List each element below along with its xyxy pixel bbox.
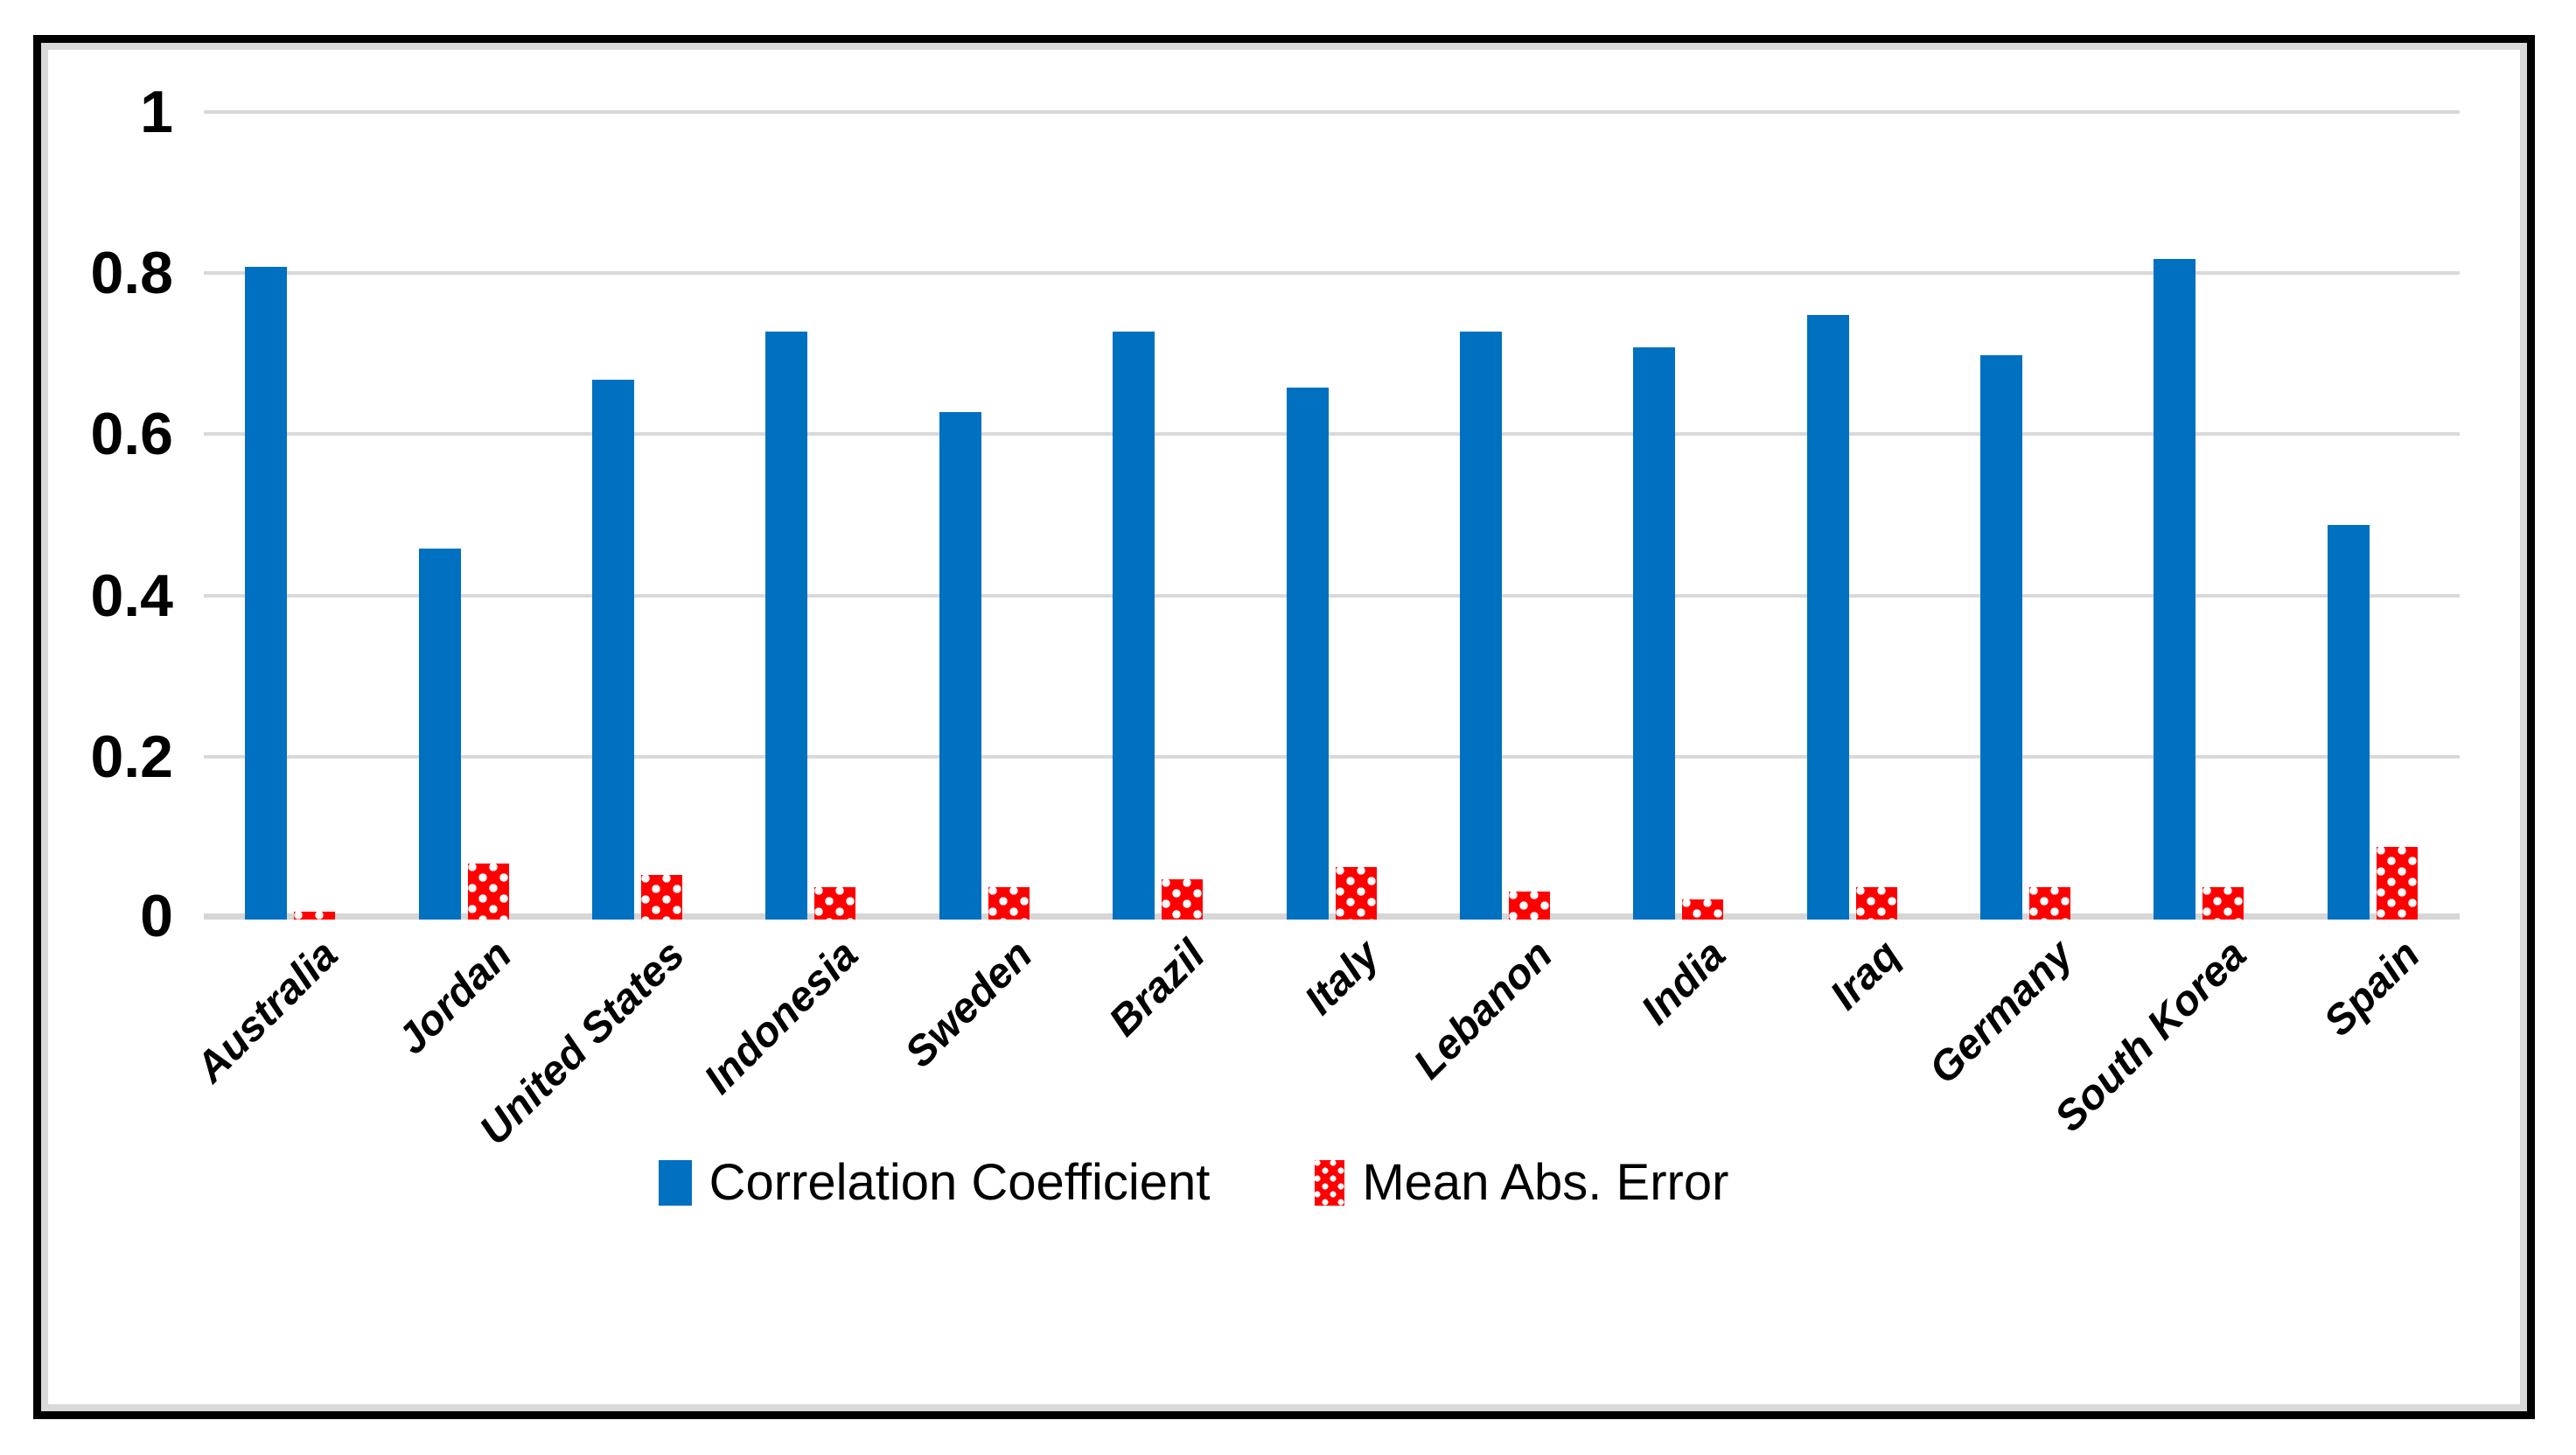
bar-correlation-coefficient-germany: [1980, 355, 2022, 920]
bar-correlation-coefficient-italy: [1287, 388, 1329, 920]
bar-correlation-coefficient-australia: [245, 267, 287, 920]
bar-mean-abs-error-india: [1682, 899, 1723, 920]
gridline-y-0.8: [204, 271, 2460, 276]
legend-label-correlation-coefficient: Correlation Coefficient: [709, 1154, 1211, 1211]
bar-mean-abs-error-indonesia: [814, 887, 855, 920]
y-tick-label-0.4: 0.4: [90, 562, 173, 629]
bar-mean-abs-error-brazil: [1162, 879, 1203, 920]
bar-mean-abs-error-lebanon: [1509, 892, 1550, 920]
y-tick-label-0.2: 0.2: [90, 723, 173, 790]
bar-correlation-coefficient-south-korea: [2154, 259, 2196, 920]
bar-correlation-coefficient-brazil: [1113, 332, 1155, 920]
bar-correlation-coefficient-indonesia: [765, 332, 807, 920]
y-tick-label-0.8: 0.8: [90, 240, 173, 307]
gridline-y-0.4: [204, 593, 2460, 598]
baseline: [204, 913, 2460, 920]
bar-correlation-coefficient-jordan: [419, 549, 461, 920]
bar-mean-abs-error-united-states: [641, 875, 682, 920]
legend-item-mean-abs-error: Mean Abs. Error: [1315, 1157, 1728, 1209]
bar-mean-abs-error-australia: [294, 912, 335, 920]
legend-label-mean-abs-error: Mean Abs. Error: [1362, 1154, 1729, 1211]
bar-mean-abs-error-south-korea: [2203, 887, 2244, 920]
bar-mean-abs-error-spain: [2377, 847, 2418, 920]
bar-mean-abs-error-germany: [2029, 887, 2070, 920]
y-tick-label-0.6: 0.6: [90, 401, 173, 468]
bar-mean-abs-error-italy: [1336, 867, 1377, 920]
gridline-y-0.6: [204, 432, 2460, 437]
bar-correlation-coefficient-iraq: [1807, 315, 1849, 920]
legend-swatch-mean-abs-error: [1315, 1160, 1345, 1206]
legend: Correlation Coefficient Mean Abs. Error: [0, 1157, 2482, 1209]
y-tick-label-0: 0: [140, 883, 173, 949]
y-tick-label-1: 1: [140, 79, 173, 145]
chart-border: [33, 35, 2535, 1419]
bar-correlation-coefficient-united-states: [592, 380, 634, 920]
bar-mean-abs-error-jordan: [468, 864, 509, 920]
bar-correlation-coefficient-lebanon: [1460, 332, 1502, 920]
gridline-y-1: [204, 110, 2460, 114]
bar-correlation-coefficient-india: [1633, 347, 1675, 920]
bar-mean-abs-error-sweden: [988, 887, 1030, 920]
bar-mean-abs-error-iraq: [1856, 887, 1897, 920]
legend-item-correlation-coefficient: Correlation Coefficient: [658, 1154, 1211, 1211]
legend-swatch-correlation-coefficient: [658, 1160, 692, 1206]
gridline-y-0.2: [204, 754, 2460, 759]
bar-correlation-coefficient-sweden: [939, 412, 981, 920]
bar-correlation-coefficient-spain: [2328, 525, 2370, 920]
